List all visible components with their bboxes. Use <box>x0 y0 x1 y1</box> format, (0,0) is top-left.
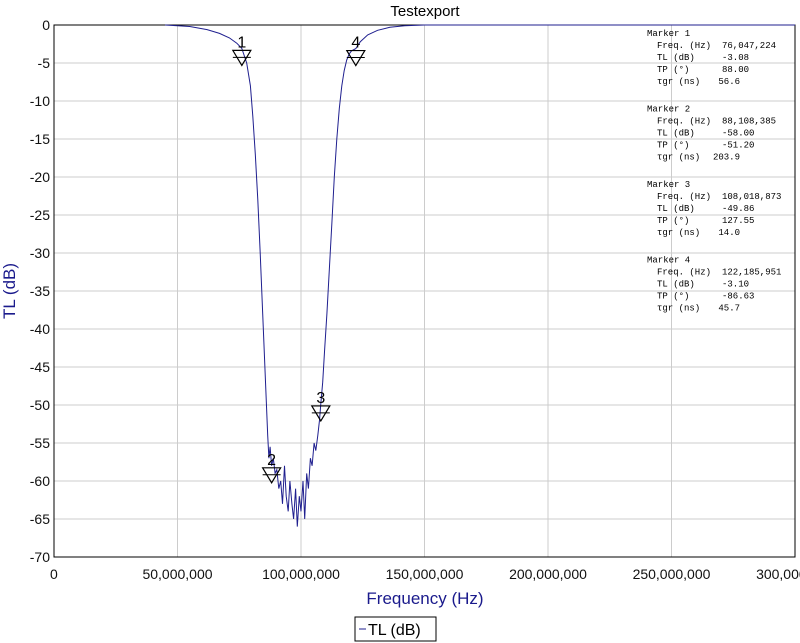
marker-info-freq-value: 108,018,873 <box>722 192 781 202</box>
marker-info-tp-value: -86.63 <box>722 292 754 302</box>
y-tick-label: -20 <box>30 169 50 185</box>
series-layer <box>165 24 795 527</box>
marker-info-title: Marker 1 <box>647 29 690 39</box>
marker-info-tgr-value: 56.6 <box>718 77 740 87</box>
y-axis-label: TL (dB) <box>0 263 19 319</box>
marker-info-tl-value: -49.86 <box>722 204 754 214</box>
x-tick-label: 0 <box>50 566 58 582</box>
marker-info-tp-value: 88.00 <box>722 65 749 75</box>
marker-info-tl-label: TL (dB) <box>657 129 695 139</box>
marker-2: 2 <box>261 452 282 484</box>
marker-info-tp-value: -51.20 <box>722 141 754 151</box>
marker-info-tgr-label: τgr (ns) <box>657 77 700 87</box>
marker-info-tgr-value: 45.7 <box>718 304 740 314</box>
marker-info-tp-label: TP (°) <box>657 141 689 151</box>
marker-info-title: Marker 2 <box>647 105 690 115</box>
marker-info-block-3: Marker 3 Freq. (Hz) 108,018,873 TL (dB) -49.… <box>647 180 781 238</box>
chart-title: Testexport <box>390 3 460 20</box>
marker-4: 4 <box>345 35 366 67</box>
y-tick-label: 0 <box>42 17 50 33</box>
marker-info-tgr-label: τgr (ns) <box>657 304 700 314</box>
y-tick-label: -45 <box>30 359 50 375</box>
legend-box <box>354 616 437 642</box>
marker-info-tp-label: TP (°) <box>657 65 689 75</box>
marker-info-tgr-value: 14.0 <box>718 228 740 238</box>
y-tick-label: -70 <box>30 549 50 565</box>
marker-info-freq-value: 88,108,385 <box>722 117 776 127</box>
y-tick-label: -5 <box>38 55 51 71</box>
x-tick-label: 150,000,000 <box>386 566 464 582</box>
marker-number: 2 <box>267 452 276 469</box>
x-tick-label: 300,000,000 <box>756 566 800 582</box>
legend: TL (dB) <box>354 616 437 642</box>
marker-info-tl-value: -58.00 <box>722 129 754 139</box>
marker-info-tp-value: 127.55 <box>722 216 754 226</box>
marker-info-freq-value: 76,047,224 <box>722 41 776 51</box>
x-axis-label: Frequency (Hz) <box>366 589 483 608</box>
marker-3: 3 <box>310 390 331 423</box>
marker-info-tp-label: TP (°) <box>657 292 689 302</box>
marker-1: 1 <box>231 34 252 67</box>
y-tick-label: -10 <box>30 93 50 109</box>
x-tick-label: 50,000,000 <box>142 566 212 582</box>
marker-number: 4 <box>351 35 360 52</box>
y-tick-label: -35 <box>30 283 50 299</box>
y-tick-label: -40 <box>30 321 50 337</box>
marker-info-title: Marker 4 <box>647 256 690 266</box>
x-tick-label: 100,000,000 <box>262 566 340 582</box>
y-axis-ticks: 0 -5 -10 -15 -20 -25 -30 -35 -40 -45 -50 -55 -60 -65 -… <box>30 17 50 565</box>
series-line-tl <box>165 24 795 527</box>
y-tick-label: -15 <box>30 131 50 147</box>
marker-info-block-4: Marker 4 Freq. (Hz) 122,185,951 TL (dB) -3.1… <box>647 256 781 314</box>
marker-info-tl-value: -3.10 <box>722 280 749 290</box>
x-tick-label: 200,000,000 <box>509 566 587 582</box>
x-tick-label: 250,000,000 <box>633 566 711 582</box>
marker-info-freq-label: Freq. (Hz) <box>657 41 711 51</box>
marker-number: 1 <box>237 34 246 51</box>
marker-info-tgr-label: τgr (ns) <box>657 153 700 163</box>
y-tick-label: -30 <box>30 245 50 261</box>
marker-layer: 1 2 3 4 <box>231 34 366 484</box>
marker-info-freq-label: Freq. (Hz) <box>657 268 711 278</box>
x-axis-ticks: 0 50,000,000 100,000,000 150,000,000 200,000… <box>50 566 800 582</box>
marker-info-tgr-value: 203.9 <box>713 153 740 163</box>
y-tick-label: -25 <box>30 207 50 223</box>
marker-number: 3 <box>316 390 325 407</box>
marker-info-title: Marker 3 <box>647 180 690 190</box>
y-tick-label: -50 <box>30 397 50 413</box>
y-tick-label: -60 <box>30 473 50 489</box>
marker-info-tl-label: TL (dB) <box>657 280 695 290</box>
y-tick-label: -55 <box>30 435 50 451</box>
marker-info-panel: Marker 1 Freq. (Hz) 76,047,224 TL (dB) -3.08… <box>647 29 781 314</box>
marker-info-freq-value: 122,185,951 <box>722 268 781 278</box>
marker-info-freq-label: Freq. (Hz) <box>657 192 711 202</box>
marker-info-tgr-label: τgr (ns) <box>657 228 700 238</box>
marker-info-tl-label: TL (dB) <box>657 204 695 214</box>
marker-info-tp-label: TP (°) <box>657 216 689 226</box>
marker-info-tl-label: TL (dB) <box>657 53 695 63</box>
marker-info-block-2: Marker 2 Freq. (Hz) 88,108,385 TL (dB) -58.0… <box>647 105 776 163</box>
marker-info-tl-value: -3.08 <box>722 53 749 63</box>
legend-label: TL (dB) <box>368 622 421 639</box>
marker-info-freq-label: Freq. (Hz) <box>657 117 711 127</box>
marker-info-block-1: Marker 1 Freq. (Hz) 76,047,224 TL (dB) -3.08… <box>647 29 776 87</box>
y-tick-label: -65 <box>30 511 50 527</box>
